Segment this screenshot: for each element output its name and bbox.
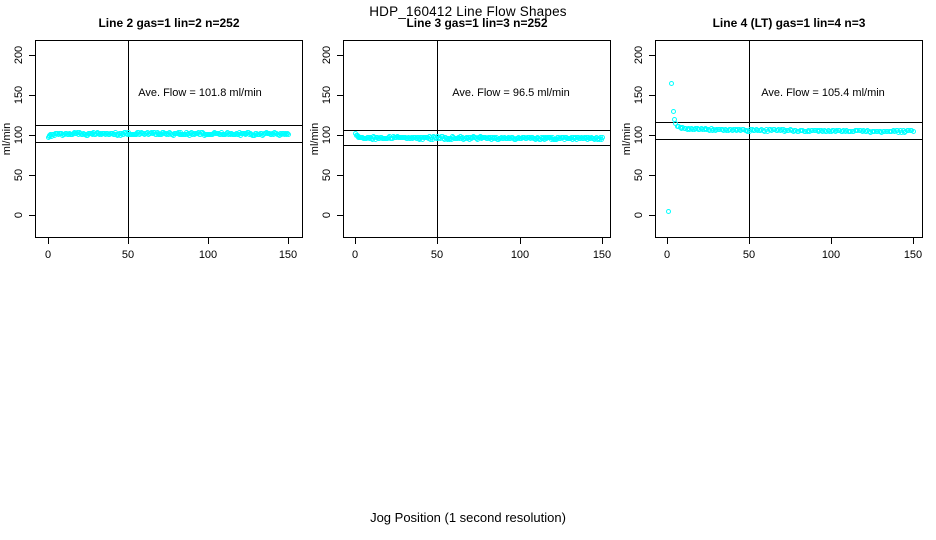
y-tick (649, 175, 655, 176)
y-tick-label: 0 (633, 211, 645, 219)
x-tick-label: 150 (278, 249, 298, 261)
x-tick (128, 238, 129, 244)
data-point (910, 129, 916, 135)
x-tick (831, 238, 832, 244)
x-tick-label: 50 (430, 249, 444, 261)
data-point-outlier (669, 80, 675, 86)
y-tick (649, 215, 655, 216)
x-axis-title: Jog Position (1 second resolution) (370, 510, 566, 525)
y-tick (649, 95, 655, 96)
y-tick (29, 215, 35, 216)
avg-flow-annotation: Ave. Flow = 96.5 ml/min (452, 87, 570, 99)
y-tick-label: 100 (13, 125, 25, 145)
y-tick-label: 200 (633, 45, 645, 65)
y-axis-label: ml/min (309, 122, 321, 156)
x-tick-label: 100 (821, 249, 841, 261)
x-tick-label: 150 (903, 249, 923, 261)
x-tick (437, 238, 438, 244)
y-tick (29, 175, 35, 176)
y-tick-label: 0 (321, 211, 333, 219)
y-tick (337, 55, 343, 56)
plot-box (35, 40, 303, 238)
subplot-title: Line 4 (LT) gas=1 lin=4 n=3 (712, 16, 866, 30)
subplot-title: Line 2 gas=1 lin=2 n=252 (98, 16, 240, 30)
x-tick-label: 0 (351, 249, 359, 261)
y-tick (337, 175, 343, 176)
x-tick (520, 238, 521, 244)
figure-title: HDP_160412 Line Flow Shapes (369, 4, 567, 19)
x-tick-label: 0 (44, 249, 52, 261)
plot-box (343, 40, 611, 238)
x-tick (208, 238, 209, 244)
x-tick (602, 238, 603, 244)
x-tick-label: 150 (592, 249, 612, 261)
reference-line-horizontal (35, 142, 303, 143)
avg-flow-annotation: Ave. Flow = 101.8 ml/min (138, 87, 262, 99)
reference-line-vertical (128, 40, 129, 238)
x-tick (667, 238, 668, 244)
y-tick-label: 150 (633, 85, 645, 105)
y-tick-label: 150 (13, 85, 25, 105)
x-tick-label: 100 (198, 249, 218, 261)
subplot-title: Line 3 gas=1 lin=3 n=252 (406, 16, 548, 30)
reference-line-horizontal (35, 125, 303, 126)
y-tick-label: 200 (13, 45, 25, 65)
y-axis-label: ml/min (621, 122, 633, 156)
y-tick (649, 55, 655, 56)
data-point (599, 135, 605, 141)
data-point-outlier (671, 108, 677, 114)
avg-flow-annotation: Ave. Flow = 105.4 ml/min (761, 87, 885, 99)
y-tick (649, 135, 655, 136)
reference-line-horizontal (655, 139, 923, 140)
y-tick (337, 135, 343, 136)
reference-line-horizontal (655, 122, 923, 123)
x-tick (355, 238, 356, 244)
x-tick-label: 50 (742, 249, 756, 261)
x-tick (749, 238, 750, 244)
x-tick (48, 238, 49, 244)
x-tick (913, 238, 914, 244)
y-tick (29, 95, 35, 96)
x-tick-label: 100 (510, 249, 530, 261)
y-tick-label: 100 (633, 125, 645, 145)
x-tick-label: 50 (121, 249, 135, 261)
y-tick-label: 50 (633, 168, 645, 182)
reference-line-horizontal (343, 130, 611, 131)
y-tick-label: 150 (321, 85, 333, 105)
y-tick-label: 200 (321, 45, 333, 65)
x-tick (288, 238, 289, 244)
x-tick-label: 0 (663, 249, 671, 261)
y-tick-label: 100 (321, 125, 333, 145)
y-tick-label: 50 (321, 168, 333, 182)
y-tick (29, 135, 35, 136)
y-tick (337, 95, 343, 96)
reference-line-horizontal (343, 145, 611, 146)
y-tick-label: 0 (13, 211, 25, 219)
y-tick-label: 50 (13, 168, 25, 182)
data-point (285, 132, 291, 138)
y-axis-label: ml/min (1, 122, 13, 156)
y-tick (337, 215, 343, 216)
data-point-outlier (666, 209, 672, 215)
y-tick (29, 55, 35, 56)
